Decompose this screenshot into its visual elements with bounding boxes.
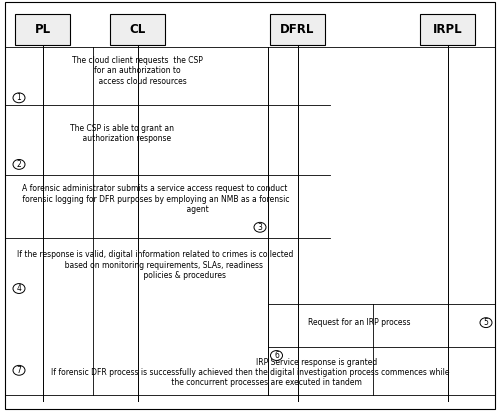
Text: CL: CL <box>130 23 146 36</box>
Text: IRP Service response is granted: IRP Service response is granted <box>256 358 378 367</box>
Text: 1: 1 <box>16 93 21 102</box>
Text: 6: 6 <box>274 351 279 360</box>
Circle shape <box>254 222 266 232</box>
Text: 3: 3 <box>258 223 262 232</box>
Text: The CSP is able to grant an
    authorization response: The CSP is able to grant an authorizatio… <box>70 124 174 143</box>
Text: A forensic administrator submits a service access request to conduct
 forensic l: A forensic administrator submits a servi… <box>20 185 290 214</box>
Text: If forensic DFR process is successfully achieved then the digital investigation : If forensic DFR process is successfully … <box>51 367 449 387</box>
FancyBboxPatch shape <box>110 14 165 45</box>
Circle shape <box>270 351 282 360</box>
Circle shape <box>13 93 25 103</box>
Text: If the response is valid, digital information related to crimes is collected
   : If the response is valid, digital inform… <box>17 250 293 280</box>
Text: PL: PL <box>34 23 50 36</box>
Text: 5: 5 <box>484 318 488 327</box>
Text: 7: 7 <box>16 366 21 375</box>
FancyBboxPatch shape <box>15 14 70 45</box>
Circle shape <box>13 159 25 169</box>
Text: Request for an IRP process: Request for an IRP process <box>308 318 410 327</box>
Text: IRPL: IRPL <box>432 23 462 36</box>
FancyBboxPatch shape <box>5 2 495 409</box>
Text: The cloud client requests  the CSP
for an authorization to
    access cloud reso: The cloud client requests the CSP for an… <box>72 56 203 85</box>
FancyBboxPatch shape <box>420 14 475 45</box>
Circle shape <box>13 365 25 375</box>
Circle shape <box>480 318 492 328</box>
Circle shape <box>13 284 25 293</box>
Text: DFRL: DFRL <box>280 23 314 36</box>
Text: 2: 2 <box>16 160 21 169</box>
Text: 4: 4 <box>16 284 21 293</box>
FancyBboxPatch shape <box>270 14 325 45</box>
